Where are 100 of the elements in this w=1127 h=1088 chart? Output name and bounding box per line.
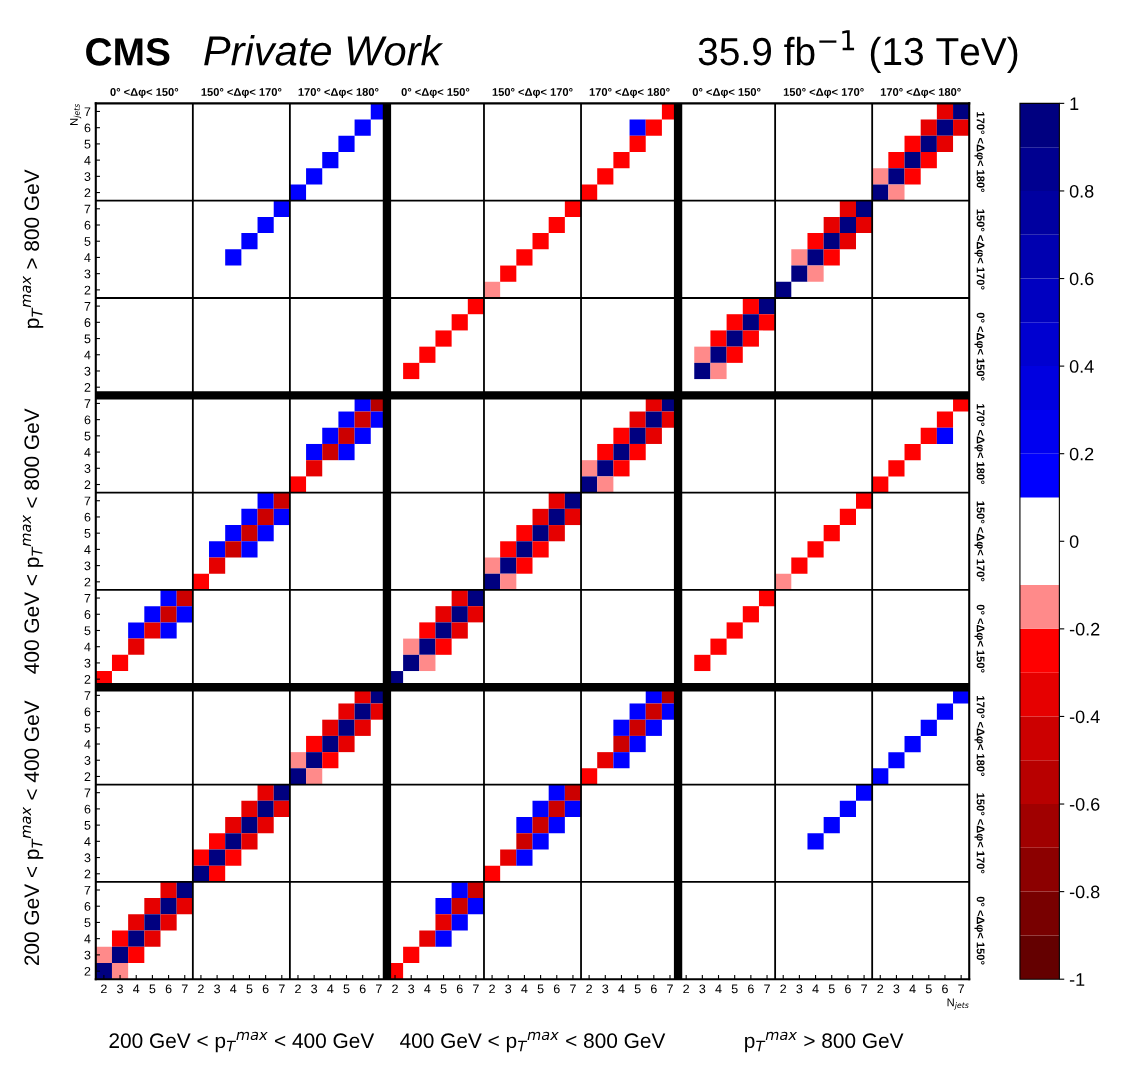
y-tick-label: 3 [84,853,91,863]
text: 170° <Δφ< 180° [974,112,985,193]
x-tick-label: 2 [295,984,301,994]
x-tick-label: 4 [812,984,819,994]
x-tick-label: 3 [117,984,123,994]
x-tick-label: 2 [101,984,107,994]
x-axis-title: N$_{jets}$ [947,998,969,1010]
x-tick-label: 3 [602,984,609,994]
text: 170° <Δφ< 180° [974,696,985,776]
color-bar-label: -0.6 [1069,797,1100,811]
y-tick-label: 6 [84,902,91,911]
y-axis-title: N$_{jets}$ [70,103,82,125]
text: p$_{T}$$^{max}$ > 800 GeV [745,1031,904,1053]
y-tick-label: 7 [84,788,91,798]
y-tick-label: 3 [84,366,91,376]
chart-title: CMS [86,38,170,66]
x-tick-label: 7 [764,984,770,994]
x-tick-label: 3 [796,984,803,994]
x-tick-label: 6 [553,984,560,994]
x-tick-label: 5 [925,984,932,994]
y-tick-label: 2 [84,966,91,976]
y-tick-label: 5 [84,918,91,928]
y-tick-label: 5 [84,529,91,538]
color-bar-label: 0.2 [1069,447,1094,461]
x-tick-label: 3 [893,984,900,994]
y-tick-label: 7 [84,691,91,700]
y-tick-label: 4 [84,448,91,457]
y-tick-label: 7 [84,593,91,603]
text: p$_{T}$$^{max}$ > 800 GeV [22,169,44,328]
chart-subtitle: Private Work [204,35,444,66]
x-tick-label: 6 [165,984,172,994]
x-tick-label: 2 [683,984,690,994]
y-tick-label: 6 [84,123,91,133]
text: 0° <Δφ< 150° [401,88,470,99]
y-tick-label: 3 [84,561,91,571]
text: 200 GeV < p$_{T}$$^{max}$ < 400 GeV [109,1031,375,1053]
y-tick-label: 4 [84,253,91,262]
x-tick-label: 6 [359,984,366,994]
x-tick-label: 5 [343,984,350,994]
x-tick-label: 6 [748,984,754,994]
y-tick-label: 3 [84,269,91,279]
x-tick-label: 2 [780,984,787,994]
x-tick-label: 2 [392,984,398,994]
x-tick-label: 7 [667,984,673,994]
y-tick-label: 3 [84,658,91,668]
y-tick-label: 3 [84,464,91,473]
x-tick-label: 6 [650,984,657,994]
y-tick-label: 7 [84,885,91,895]
y-tick-label: 6 [84,415,91,425]
y-tick-label: 5 [84,431,91,441]
x-tick-label: 7 [376,984,382,994]
color-bar-label: -0.8 [1069,885,1100,899]
x-tick-label: 7 [473,984,479,994]
x-tick-label: 5 [731,984,738,994]
text: 0° <Δφ< 150° [974,896,985,965]
text: 150° <Δφ< 170° [974,501,985,582]
y-tick-label: 6 [84,220,91,230]
y-tick-label: 2 [84,772,91,781]
x-tick-label: 5 [149,984,156,994]
y-tick-label: 4 [84,350,91,360]
y-tick-label: 3 [84,172,91,181]
y-tick-label: 5 [84,334,91,344]
text: 400 GeV < p$_{T}$$^{max}$ < 800 GeV [22,408,44,674]
y-tick-label: 2 [84,480,91,490]
color-bar-label: 0.8 [1069,184,1094,198]
color-bar-label: -0.2 [1069,622,1100,636]
x-tick-label: 5 [634,984,641,994]
x-tick-label: 6 [845,984,851,994]
x-tick-label: 2 [198,984,204,994]
x-tick-label: 4 [909,984,916,994]
x-tick-label: 6 [456,984,463,994]
x-tick-label: 4 [327,984,334,994]
x-tick-label: 5 [440,984,447,994]
y-tick-label: 4 [84,545,91,554]
color-bar-label: 0 [1069,535,1079,548]
y-tick-label: 5 [84,723,91,733]
x-tick-label: 3 [505,984,512,994]
y-tick-label: 5 [84,139,91,149]
x-tick-label: 4 [133,984,140,994]
y-tick-label: 3 [84,756,91,765]
text: 170° <Δφ< 180° [880,88,961,99]
y-tick-label: 6 [84,804,91,814]
y-tick-label: 6 [84,512,91,522]
x-tick-label: 6 [942,984,948,994]
text: 0° <Δφ< 150° [974,312,985,381]
x-tick-label: 7 [861,984,867,994]
x-tick-label: 4 [618,984,625,994]
x-tick-label: 2 [489,984,495,994]
text: 150° <Δφ< 170° [974,793,985,874]
color-bar-label: -1 [1069,973,1085,986]
y-tick-label: 5 [84,626,91,636]
text: 150° <Δφ< 170° [201,88,282,99]
text: 200 GeV < p$_{T}$$^{max}$ < 400 GeV [22,700,44,966]
text: 400 GeV < p$_{T}$$^{max}$ < 800 GeV [400,1031,666,1053]
y-tick-label: 2 [84,674,91,684]
text: 170° <Δφ< 180° [589,88,670,99]
x-tick-label: 5 [537,984,544,994]
x-tick-label: 3 [214,984,221,994]
text: 0° <Δφ< 150° [974,604,985,673]
x-tick-label: 7 [181,984,188,994]
